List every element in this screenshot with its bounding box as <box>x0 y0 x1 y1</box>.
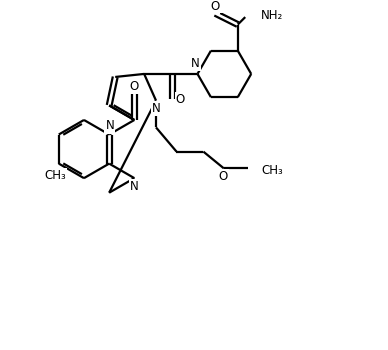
Text: O: O <box>218 170 228 183</box>
Text: O: O <box>210 0 219 13</box>
Text: N: N <box>152 102 161 115</box>
Text: N: N <box>106 119 114 132</box>
Text: NH₂: NH₂ <box>261 9 283 22</box>
Text: O: O <box>176 93 185 106</box>
Text: CH₃: CH₃ <box>261 164 283 177</box>
Text: CH₃: CH₃ <box>44 169 66 182</box>
Text: N: N <box>191 57 200 70</box>
Text: O: O <box>130 80 139 93</box>
Text: N: N <box>130 180 139 193</box>
